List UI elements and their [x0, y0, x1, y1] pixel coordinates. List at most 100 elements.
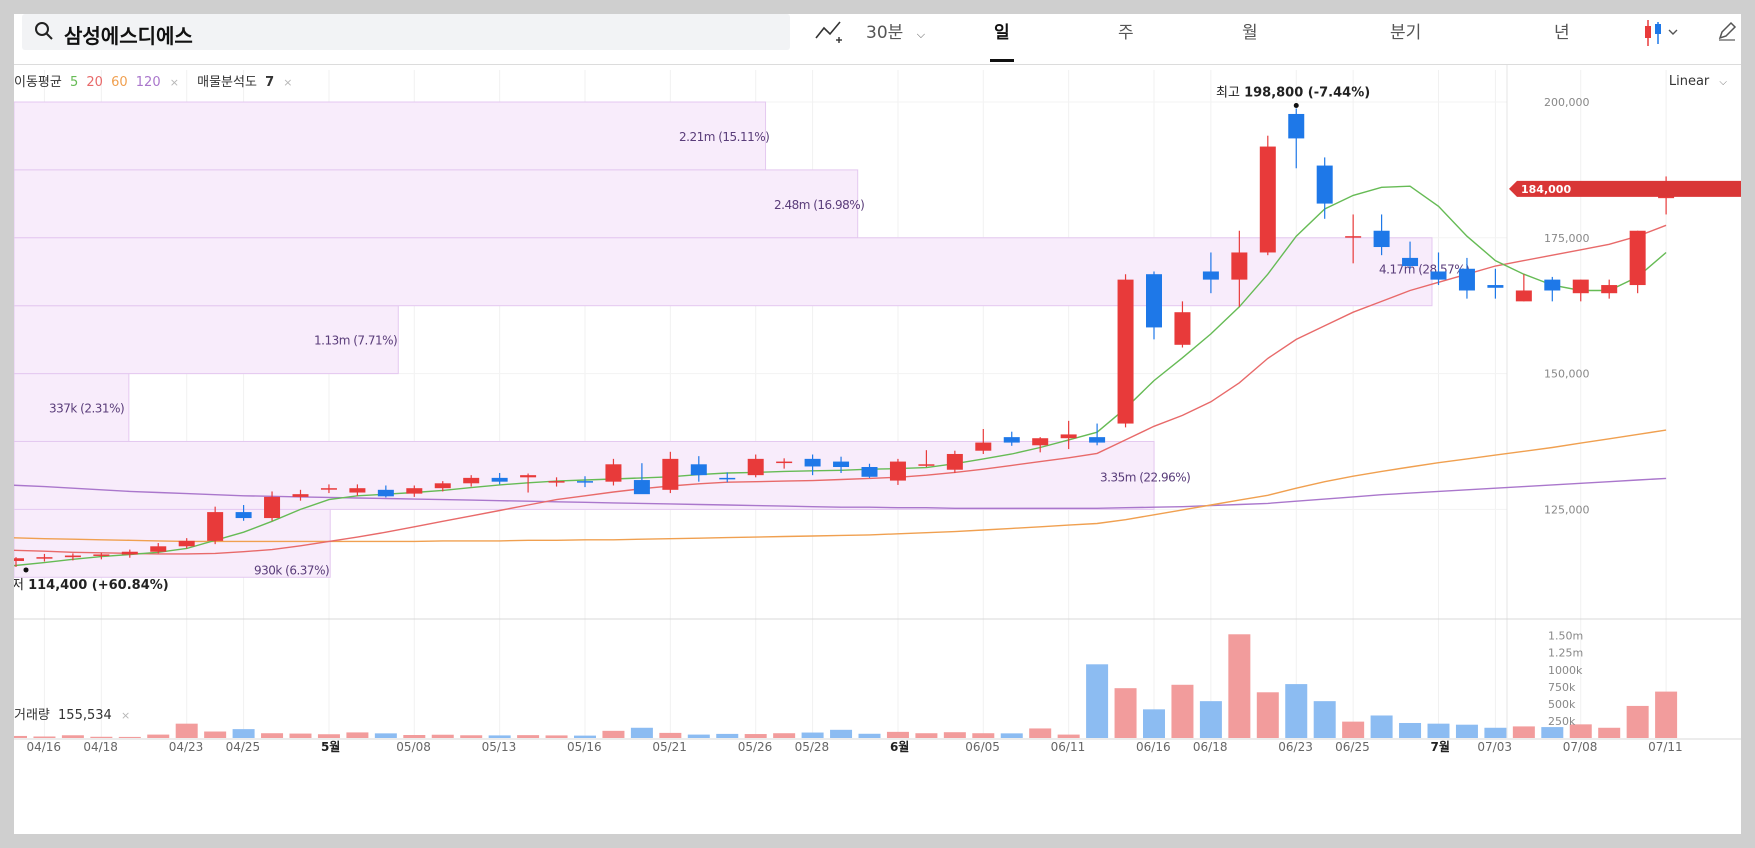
candle-body	[1060, 434, 1077, 439]
candle	[463, 475, 480, 487]
y-tick-label: 175,000	[1544, 232, 1590, 245]
ma-legend-label: 이동평균	[14, 75, 62, 90]
candle-body	[320, 488, 337, 490]
toolbar: 삼성에스디에스 30분 ⌵ 일 주 월 분기 년	[14, 14, 1741, 65]
candle	[1231, 230, 1248, 307]
x-tick-label: 05/21	[652, 740, 687, 754]
vp-close-icon[interactable]: ×	[283, 76, 293, 89]
volume-profile-bar	[14, 237, 1433, 307]
candle	[1259, 135, 1276, 256]
volume-bar	[33, 736, 56, 738]
stock-chart[interactable]: 337k (2.31%) 930k (6.37%) 1.13m (7.71%) 2.2…	[14, 14, 1741, 834]
volume-bar	[289, 733, 312, 738]
volume-profile-label: 2.21m (15.11%)	[679, 130, 769, 144]
volume-bar	[1370, 715, 1393, 738]
volume-bar	[14, 735, 27, 738]
volume-profile-bar	[14, 373, 130, 442]
candle	[719, 472, 736, 483]
search-icon[interactable]	[34, 21, 54, 41]
candle	[1572, 279, 1589, 302]
volume-tick-label: 1.25m	[1548, 647, 1583, 660]
candle	[121, 549, 138, 558]
candle-body	[93, 554, 110, 556]
volume-tick-label: 1000k	[1548, 664, 1583, 677]
volume-bar	[801, 732, 824, 738]
candle-body	[1373, 230, 1390, 248]
volume-bar	[118, 736, 141, 738]
candle-body	[434, 483, 451, 489]
candle-body	[1487, 285, 1504, 288]
interval-select[interactable]: 30분 ⌵	[866, 18, 925, 43]
volume-bar	[1029, 728, 1052, 738]
pencil-icon[interactable]	[1716, 20, 1738, 42]
candle	[1003, 431, 1020, 446]
candle-body	[1430, 271, 1447, 280]
candle	[1146, 271, 1162, 340]
candle-type-icon[interactable]	[1642, 18, 1682, 48]
candle-body	[1146, 274, 1162, 328]
candle	[577, 476, 593, 488]
candle-body	[975, 442, 992, 451]
candle	[690, 456, 707, 482]
volume-close-icon[interactable]: ×	[120, 709, 131, 722]
ma-close-icon[interactable]: ×	[169, 76, 179, 89]
last-price-label: 184,000	[1521, 183, 1571, 196]
chart-window: 337k (2.31%) 930k (6.37%) 1.13m (7.71%) 2.2…	[14, 14, 1741, 834]
candle-body	[804, 458, 821, 467]
tab-day[interactable]: 일	[990, 18, 1014, 62]
candle-body	[292, 494, 309, 497]
candle	[93, 552, 110, 560]
candle	[833, 456, 850, 473]
candle	[150, 543, 167, 554]
low-annotation-value: 114,400 (+60.84%)	[28, 578, 169, 593]
volume-profile-label: 3.35m (22.96%)	[1100, 470, 1190, 484]
vp-legend-value: 7	[265, 75, 275, 90]
volume-bar	[1171, 684, 1194, 738]
candle-body	[747, 458, 764, 476]
candle	[520, 473, 537, 493]
candle-body	[207, 512, 224, 541]
ma60-line	[14, 429, 1667, 543]
volume-bar	[1512, 726, 1535, 738]
candle	[14, 557, 24, 567]
x-tick-label: 07/08	[1563, 740, 1598, 754]
tab-week[interactable]: 주	[1118, 23, 1134, 43]
tab-month[interactable]: 월	[1242, 23, 1258, 43]
volume-bar	[1285, 684, 1308, 738]
candle	[1373, 214, 1390, 256]
volume-bar	[602, 730, 625, 738]
candle	[1601, 279, 1618, 299]
high-annotation-value: 198,800 (-7.44%)	[1244, 86, 1370, 101]
candle	[975, 428, 992, 454]
symbol-search-box[interactable]: 삼성에스디에스	[22, 14, 790, 50]
candle-body	[918, 464, 935, 466]
candle	[320, 484, 337, 494]
volume-legend-value: 155,534	[58, 708, 112, 723]
indicator-legend: 이동평균 5 20 60 120 × 매물분석도 7 ×	[14, 71, 306, 90]
volume-bar	[1399, 722, 1422, 738]
symbol-name[interactable]: 삼성에스디에스	[64, 24, 193, 48]
candle	[548, 477, 565, 487]
volume-profile-bar	[14, 101, 767, 171]
volume-legend: 거래량 155,534 ×	[14, 704, 144, 723]
volume-bar	[147, 734, 170, 738]
candle	[946, 450, 963, 473]
scale-mode-label: Linear	[1668, 74, 1710, 89]
candle	[349, 484, 366, 496]
volume-bar	[1541, 727, 1564, 738]
volume-bar	[972, 733, 995, 738]
candle-body	[776, 461, 793, 464]
x-tick-label: 07/03	[1477, 740, 1512, 754]
candle	[662, 451, 679, 494]
volume-profile-label: 1.13m (7.71%)	[314, 334, 397, 348]
scale-mode-select[interactable]: Linear ⌵	[1669, 74, 1727, 89]
tab-quarter[interactable]: 분기	[1390, 23, 1422, 43]
candle-body	[178, 540, 195, 547]
volume-bar	[1228, 634, 1251, 738]
volume-bar	[431, 734, 454, 738]
tab-year[interactable]: 년	[1554, 23, 1570, 43]
candle	[235, 505, 252, 521]
y-tick-label: 125,000	[1544, 503, 1590, 516]
add-indicator-icon[interactable]	[814, 16, 844, 46]
candle-body	[690, 464, 707, 476]
